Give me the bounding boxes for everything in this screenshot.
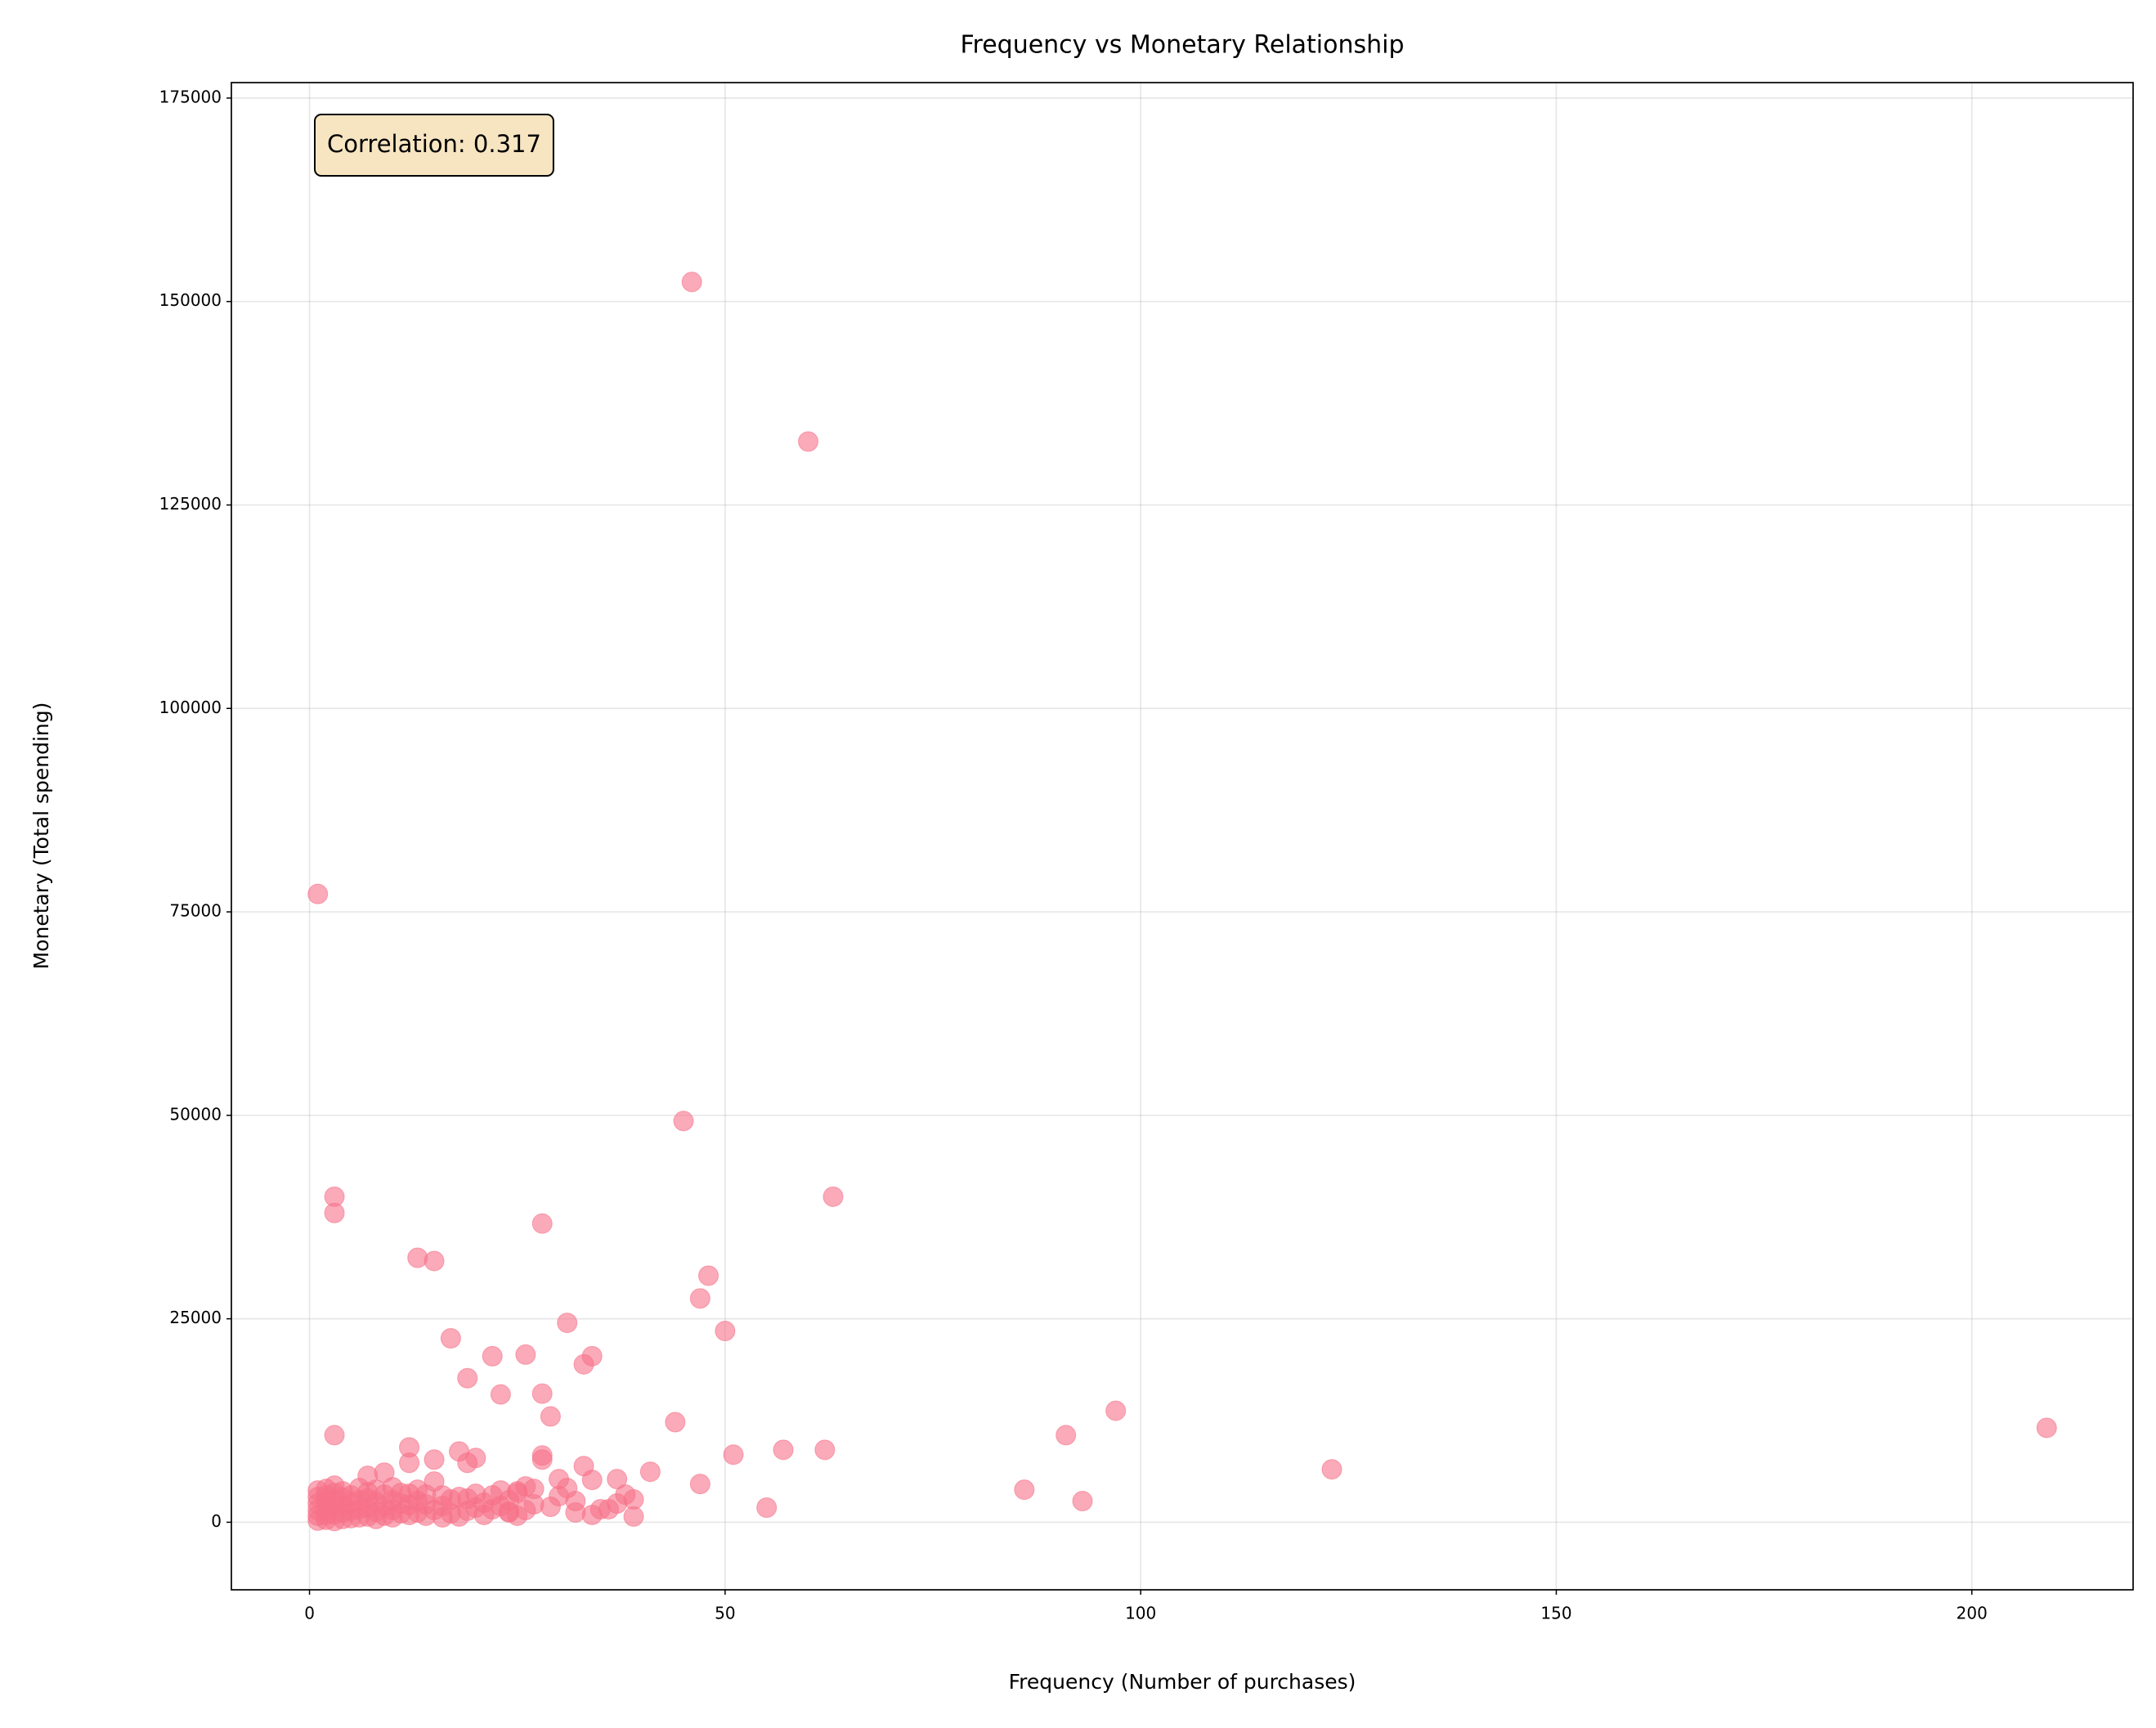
point	[798, 431, 819, 452]
annotation: Correlation: 0.317	[314, 114, 554, 177]
point	[623, 1506, 644, 1527]
point	[324, 1202, 345, 1223]
point	[673, 1111, 694, 1132]
y-tick-label: 175000	[159, 87, 222, 106]
point	[531, 1449, 553, 1470]
point	[698, 1265, 719, 1286]
point	[689, 1474, 710, 1495]
x-tick-label: 0	[304, 1604, 315, 1623]
point	[573, 1456, 594, 1477]
point	[557, 1313, 578, 1334]
point	[639, 1461, 661, 1483]
point	[440, 1328, 461, 1349]
point	[1072, 1491, 1093, 1512]
point	[424, 1250, 445, 1272]
x-tick-label: 200	[1957, 1604, 1988, 1623]
x-tick-label: 150	[1540, 1604, 1571, 1623]
point	[540, 1406, 561, 1427]
y-tick-label: 100000	[159, 698, 222, 717]
point	[457, 1452, 478, 1474]
point	[565, 1501, 586, 1523]
y-tick-label: 75000	[169, 901, 222, 921]
chart-title: Frequency vs Monetary Relationship	[960, 31, 1404, 60]
y-tick-label: 125000	[159, 494, 222, 514]
y-tick-label: 25000	[169, 1308, 222, 1327]
point	[399, 1452, 420, 1474]
point	[689, 1288, 710, 1309]
point	[607, 1493, 628, 1515]
axes-frame	[231, 82, 2134, 1591]
y-tick-label: 150000	[159, 290, 222, 310]
annotation-text: Correlation: 0.317	[327, 130, 541, 158]
point	[490, 1384, 511, 1405]
point	[814, 1439, 836, 1461]
point	[507, 1483, 528, 1504]
point	[681, 272, 702, 293]
point	[531, 1213, 553, 1234]
point	[773, 1439, 794, 1461]
x-tick-label: 50	[715, 1604, 735, 1623]
point	[324, 1425, 345, 1446]
point	[549, 1486, 570, 1507]
y-tick-label: 50000	[169, 1104, 222, 1124]
point	[307, 883, 329, 904]
y-tick-label: 0	[211, 1511, 222, 1531]
x-tick-label: 100	[1125, 1604, 1156, 1623]
point	[723, 1444, 744, 1465]
point	[424, 1449, 445, 1470]
point	[715, 1321, 736, 1342]
point	[665, 1412, 686, 1433]
point	[2036, 1417, 2057, 1439]
point	[1056, 1425, 1077, 1446]
point	[457, 1367, 478, 1389]
point	[756, 1497, 778, 1518]
annotation-box	[314, 114, 554, 177]
point	[531, 1383, 553, 1404]
point	[499, 1501, 520, 1522]
x-axis-label: Frequency (Number of purchases)	[1009, 1670, 1356, 1694]
point	[1014, 1479, 1035, 1501]
point	[515, 1344, 536, 1365]
point	[1321, 1459, 1342, 1480]
point	[407, 1247, 428, 1268]
point	[1105, 1400, 1127, 1421]
y-axis-label: Monetary (Total spending)	[29, 702, 53, 970]
point	[823, 1186, 844, 1207]
point	[482, 1345, 503, 1367]
point	[573, 1353, 594, 1375]
